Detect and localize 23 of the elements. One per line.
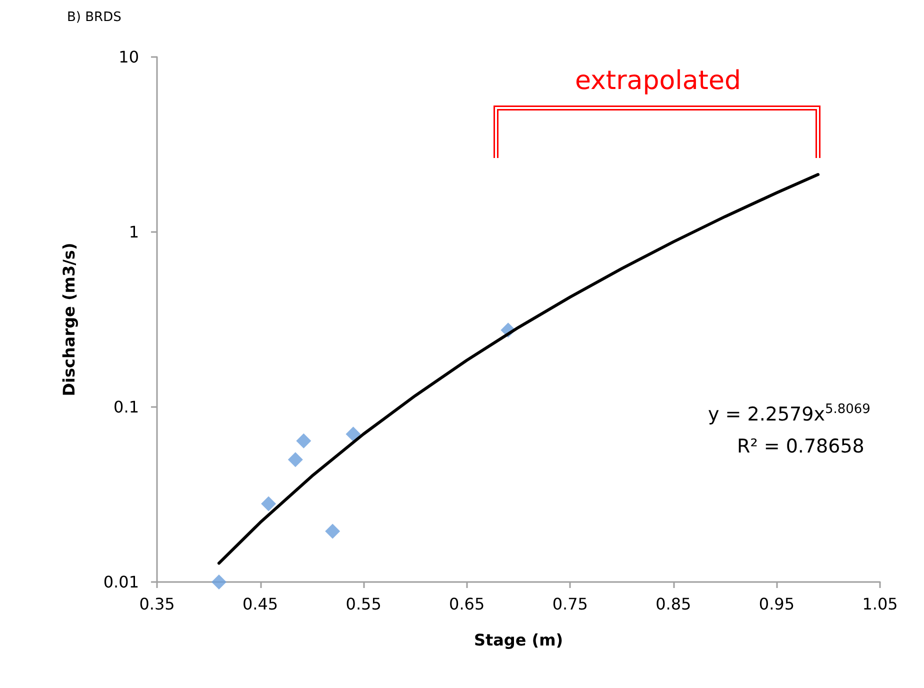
y-tick-label: 10 — [118, 48, 139, 66]
point — [211, 574, 226, 590]
y-tick-label: 0.01 — [103, 572, 139, 592]
x-tick-label: 1.05 — [862, 594, 898, 614]
x-tick-label: 0.75 — [552, 594, 588, 614]
point — [296, 433, 312, 448]
y-tick-label: 1 — [128, 222, 139, 242]
point — [288, 452, 303, 468]
x-tick-label: 0.95 — [758, 594, 795, 614]
x-tick-label: 0.65 — [449, 594, 485, 614]
point — [346, 426, 361, 442]
x-tick-label: 0.55 — [346, 594, 382, 614]
point — [325, 524, 340, 539]
y-axis-title: Discharge (m3/s) — [60, 242, 78, 396]
point — [261, 496, 276, 512]
annotation: extrapolated — [575, 66, 742, 96]
annotation: R² = 0.78658 — [737, 436, 864, 458]
chart-title: B) BRDS — [67, 10, 122, 25]
x-tick-label: 0.85 — [656, 594, 692, 614]
x-tick-label: 0.45 — [242, 594, 278, 614]
x-tick-label: 0.35 — [139, 594, 175, 614]
x-axis-title: Stage (m) — [474, 630, 564, 650]
y-tick-label: 0.1 — [114, 398, 139, 416]
